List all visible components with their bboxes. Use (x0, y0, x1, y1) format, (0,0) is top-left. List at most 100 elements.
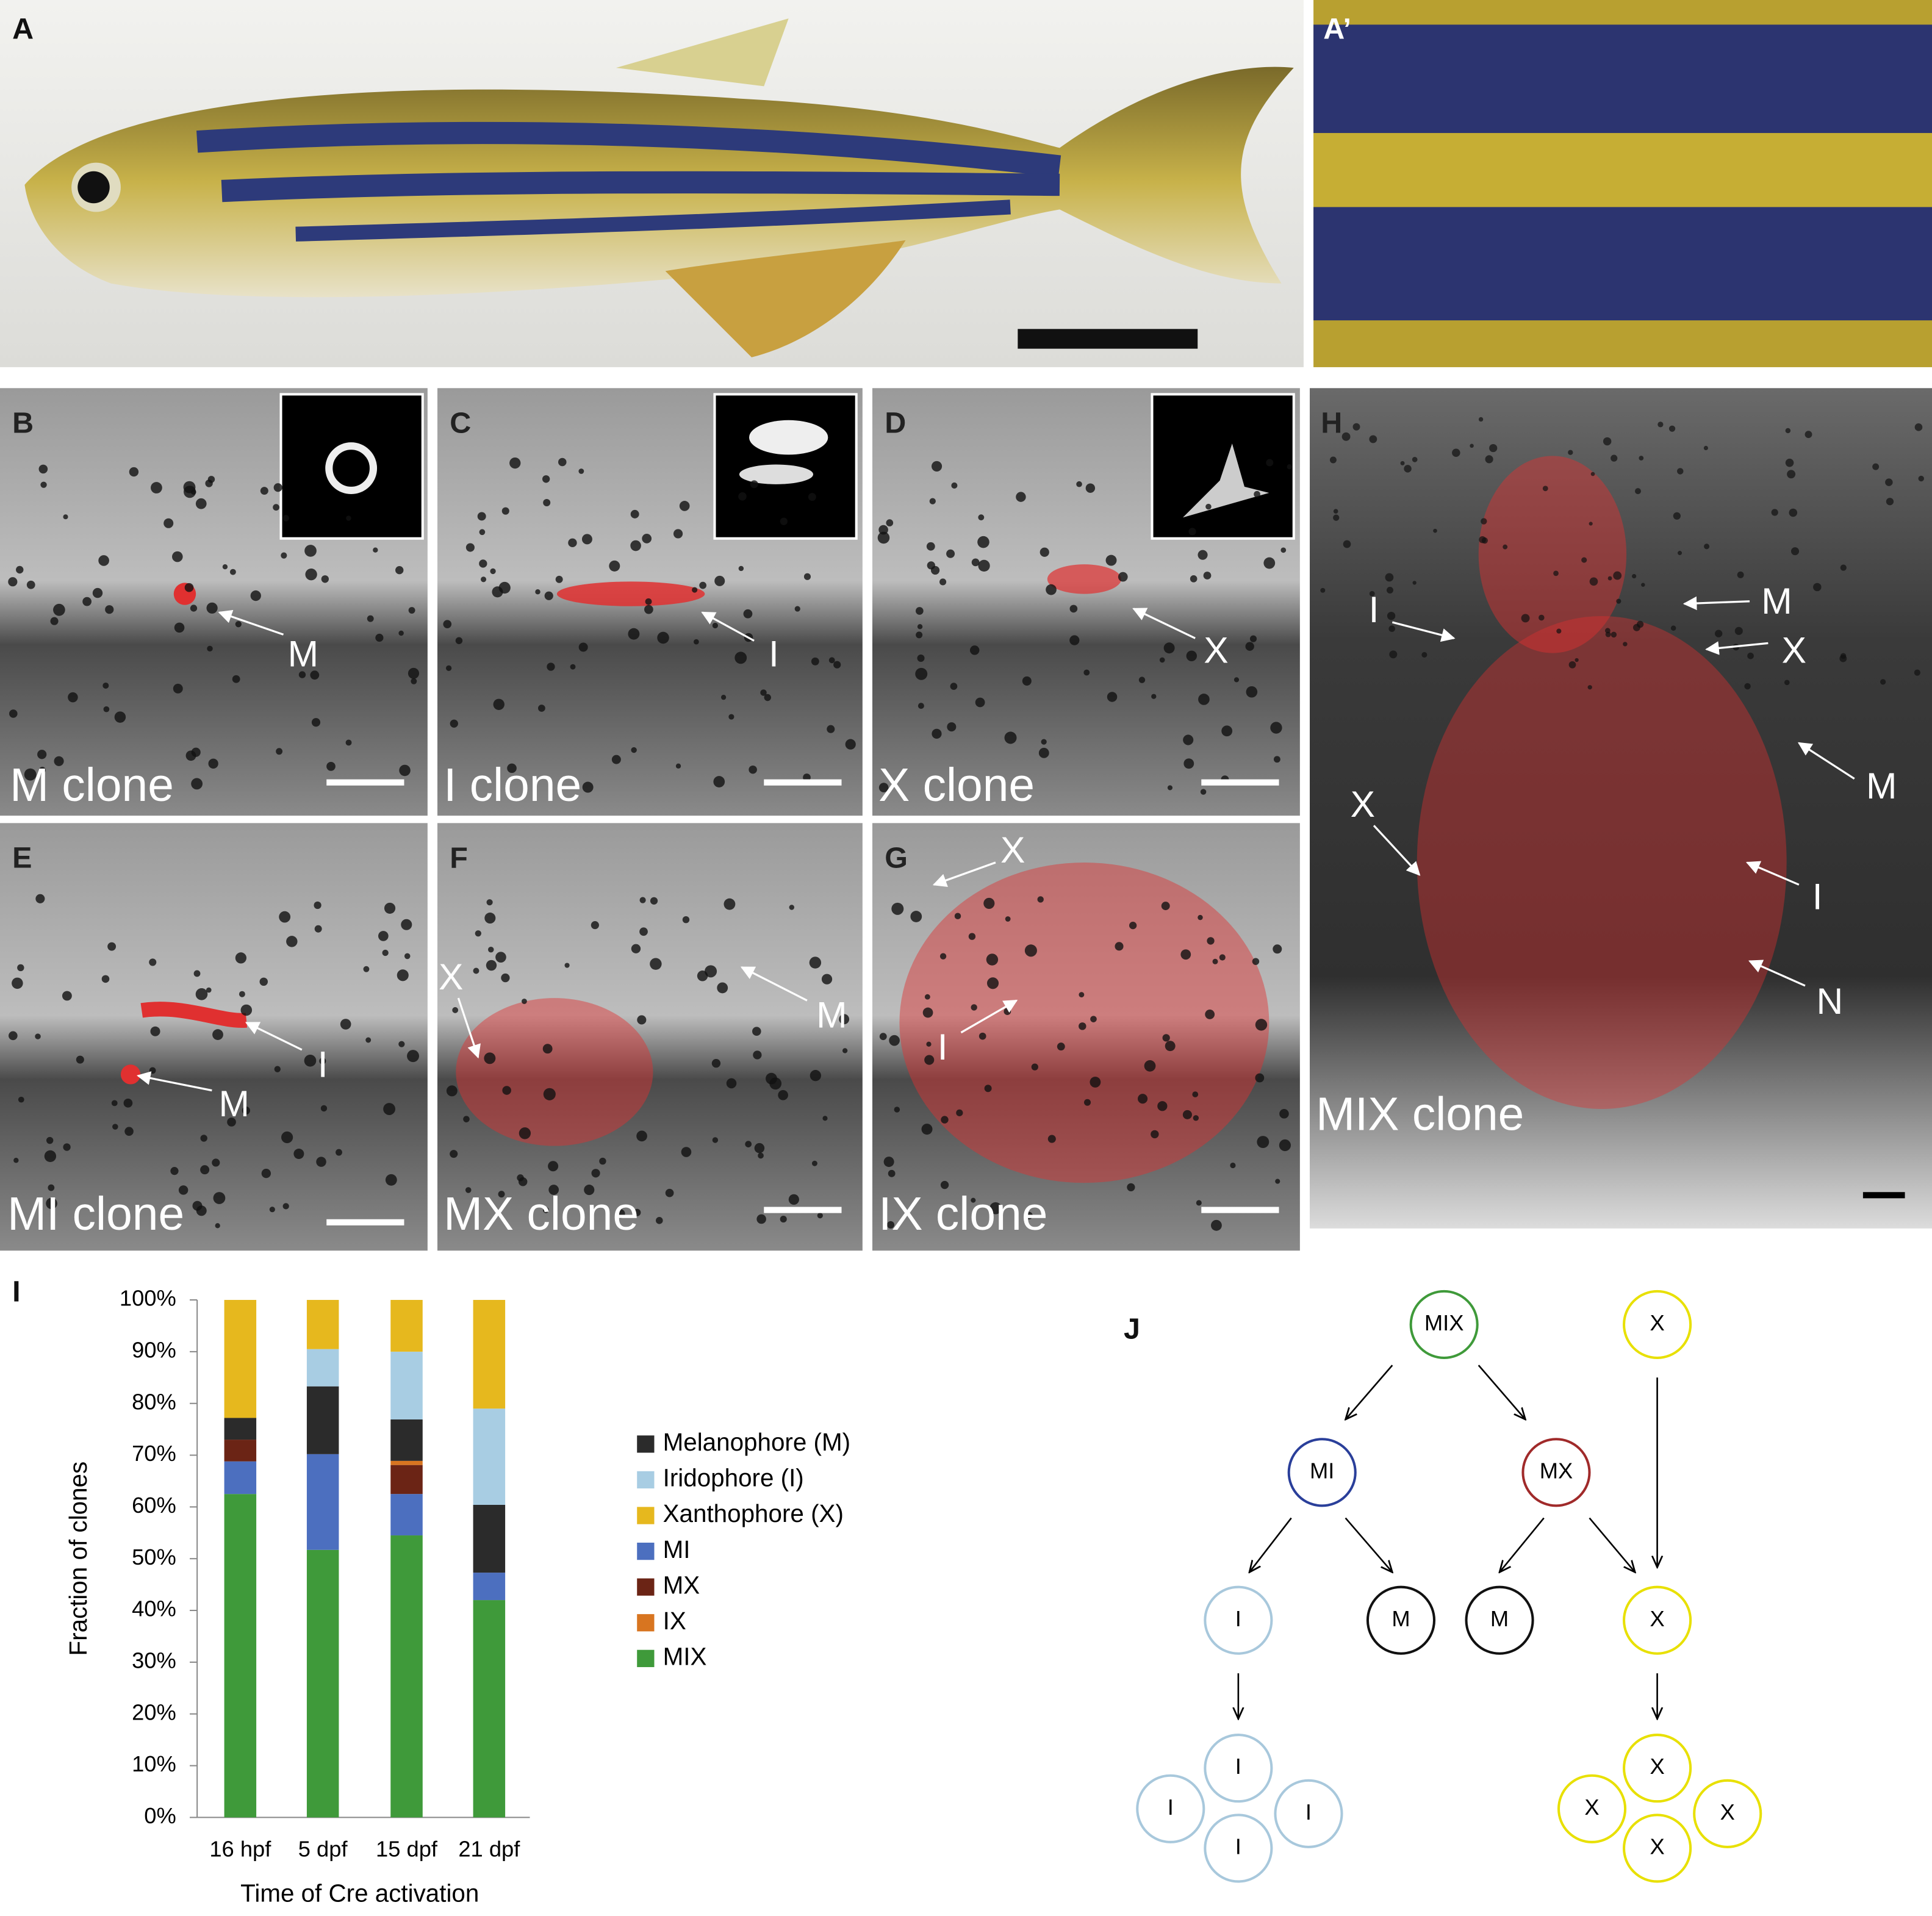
bar-segment (224, 1300, 257, 1418)
lineage-node-label: M (1392, 1606, 1410, 1631)
pigment-dot (336, 1149, 342, 1156)
pigment-dot (657, 631, 669, 644)
pigment-dot (699, 581, 706, 589)
pigment-dot (650, 958, 662, 970)
pigment-dot (1246, 686, 1258, 698)
pigment-dot (1568, 661, 1576, 669)
pigment-dot (1343, 540, 1351, 548)
legend-label: Xanthophore (X) (663, 1499, 844, 1527)
bar-segment (224, 1418, 257, 1440)
annotation-arrow (1797, 742, 1855, 780)
bar-segment (390, 1460, 423, 1465)
lineage-node-label: I (1305, 1799, 1312, 1825)
panel-label: G (885, 842, 908, 875)
pigment-dot (261, 1168, 271, 1179)
pigment-dot (1129, 922, 1137, 930)
pigment-dot (886, 519, 894, 526)
pigment-dot (1452, 448, 1460, 457)
annotation-arrow (1748, 960, 1806, 987)
pigment-dot (190, 605, 198, 612)
annotation: M (1761, 580, 1792, 622)
annotation-arrow (701, 611, 755, 642)
annotation: M (288, 633, 318, 675)
pigment-dot (778, 1089, 788, 1100)
legend-swatch (637, 1542, 655, 1560)
pigment-dot (385, 1174, 397, 1186)
pigment-dot (978, 514, 985, 521)
pigment-dot (1249, 635, 1257, 642)
pigment-dot (16, 565, 24, 574)
pigment-dot (401, 919, 412, 930)
pigment-dot (1715, 630, 1723, 637)
pigment-dot (764, 694, 771, 701)
clone-cells (140, 1002, 248, 1028)
pigment-dot (522, 999, 527, 1004)
pigment-dot (728, 714, 734, 720)
pigment-dot (543, 499, 551, 507)
pigment-dot (242, 1106, 250, 1115)
pigment-dot (644, 605, 653, 614)
pigment-dot (1320, 587, 1326, 593)
pigment-dot (9, 709, 18, 718)
clone-cells (456, 998, 653, 1146)
pigment-dot (1785, 428, 1791, 434)
pigment-dot (542, 1207, 549, 1213)
clone-label: I clone (443, 759, 581, 811)
pigment-dot (298, 671, 306, 678)
pigment-dot (208, 758, 218, 769)
pigment-dot (570, 664, 576, 670)
pigment-dot (46, 1197, 57, 1210)
pigment-dot (407, 1050, 420, 1063)
lineage-node (1287, 1438, 1357, 1507)
pigment-dot (633, 1208, 641, 1216)
pigment-dot (931, 461, 943, 472)
lineage-node-label: X (1650, 1834, 1664, 1859)
pigment-dot (1190, 575, 1198, 583)
pigment-dot (543, 1088, 556, 1100)
pigment-dot (222, 564, 228, 570)
pigment-dot (149, 1067, 156, 1074)
pigment-dot (877, 531, 890, 544)
pigment-dot (498, 1191, 505, 1198)
pigment-dot (293, 1149, 304, 1160)
pigment-dot (200, 1135, 207, 1142)
pigment-dot (1083, 1099, 1091, 1106)
pigment-dot (475, 930, 481, 937)
lineage-arrow (1345, 1517, 1393, 1573)
pigment-dot (1421, 651, 1427, 658)
inset-cell (749, 420, 828, 455)
pigment-dot (411, 678, 417, 684)
pigment-dot (13, 1158, 19, 1163)
pigment-dot (1234, 677, 1240, 683)
clone-cells (899, 862, 1269, 1183)
pigment-dot (1115, 942, 1124, 951)
annotation-arrow (136, 1071, 212, 1092)
annotation-arrow (1132, 608, 1196, 639)
pigment-dot (305, 569, 317, 581)
pigment-dot (1914, 423, 1923, 431)
pigment-dot (1885, 478, 1893, 486)
bar-segment (390, 1419, 423, 1461)
y-tick-label: 100% (120, 1286, 176, 1311)
legend-label: MX (663, 1571, 700, 1599)
pigment-dot (983, 897, 995, 910)
pigment-dot (711, 1058, 721, 1068)
pigment-dot (939, 953, 947, 960)
pigment-dot (1589, 522, 1593, 526)
pigment-dot (1275, 1179, 1280, 1184)
pigment-dot (979, 1032, 986, 1040)
pigment-dot (1257, 1136, 1269, 1149)
pigment-dot (1221, 725, 1233, 737)
pigment-dot (811, 1160, 817, 1166)
pigment-dot (200, 1165, 210, 1175)
pigment-dot (235, 621, 242, 628)
scale-bar (1018, 329, 1198, 349)
x-tick-label: 15 dpf (376, 1837, 438, 1862)
pigment-dot (519, 1127, 531, 1139)
bar-segment (390, 1465, 423, 1494)
pigment-dot (48, 1184, 55, 1191)
pigment-dot (276, 748, 283, 755)
pigment-dot (940, 1180, 949, 1189)
lineage-node-label: X (1650, 1754, 1664, 1779)
pigment-dot (282, 515, 289, 522)
